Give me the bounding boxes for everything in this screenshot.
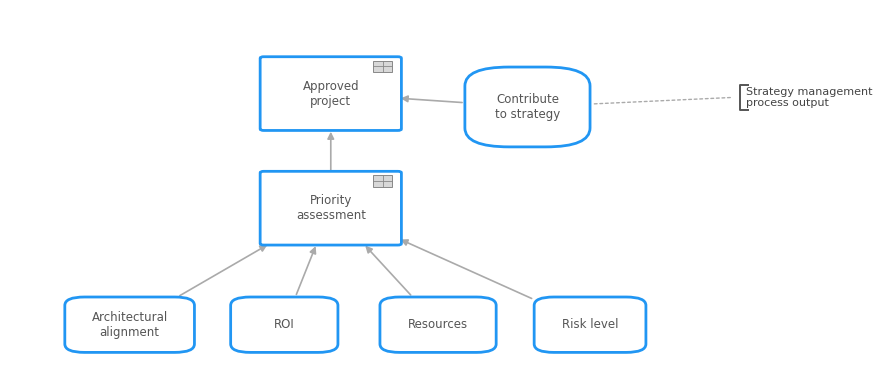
Bar bbox=[373, 60, 392, 72]
FancyBboxPatch shape bbox=[65, 297, 195, 352]
Text: Strategy management
process output: Strategy management process output bbox=[746, 87, 873, 108]
FancyBboxPatch shape bbox=[260, 171, 401, 245]
FancyBboxPatch shape bbox=[535, 297, 645, 352]
Text: Priority
assessment: Priority assessment bbox=[296, 194, 366, 222]
FancyBboxPatch shape bbox=[380, 297, 496, 352]
Text: ROI: ROI bbox=[274, 318, 295, 331]
FancyBboxPatch shape bbox=[260, 57, 401, 130]
Text: Architectural
alignment: Architectural alignment bbox=[91, 311, 168, 339]
Text: Approved
project: Approved project bbox=[302, 79, 359, 108]
FancyBboxPatch shape bbox=[231, 297, 338, 352]
Text: Resources: Resources bbox=[408, 318, 468, 331]
Text: Contribute
to strategy: Contribute to strategy bbox=[495, 93, 560, 121]
Text: Risk level: Risk level bbox=[561, 318, 619, 331]
FancyBboxPatch shape bbox=[465, 67, 590, 147]
Bar bbox=[373, 175, 392, 186]
